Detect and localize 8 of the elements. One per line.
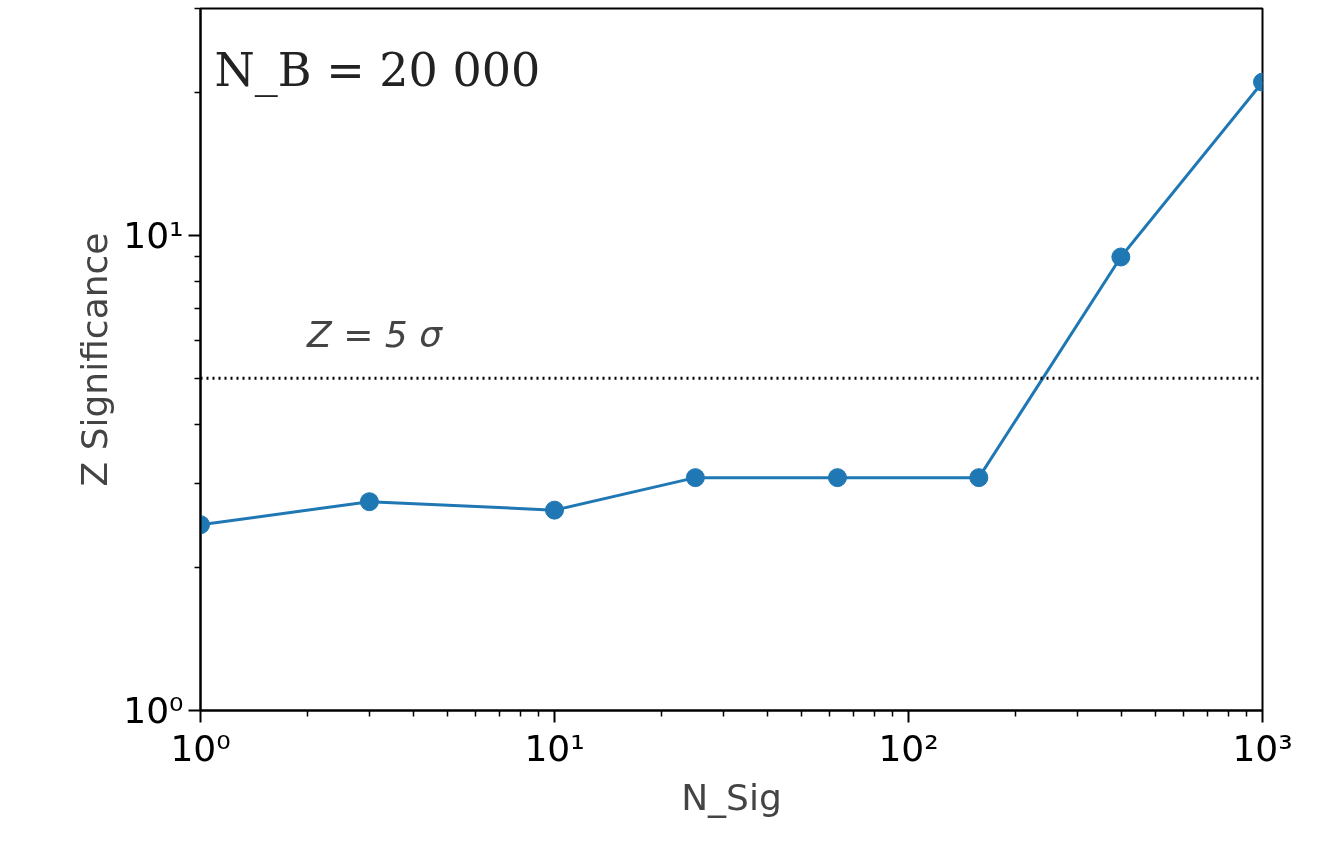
ref-line-label: Z = 5 σ [306,313,444,355]
x-tick-label: 10³ [1232,727,1293,769]
x-tick-label: 10¹ [524,727,585,769]
x-tick-label: 10² [878,727,939,769]
x-tick-label: 10⁰ [170,727,231,769]
x-axis-title: N_Sig [681,776,782,818]
y-axis-title: Z Significance [74,232,116,487]
annotation: N_B = 20 000 [214,42,541,97]
